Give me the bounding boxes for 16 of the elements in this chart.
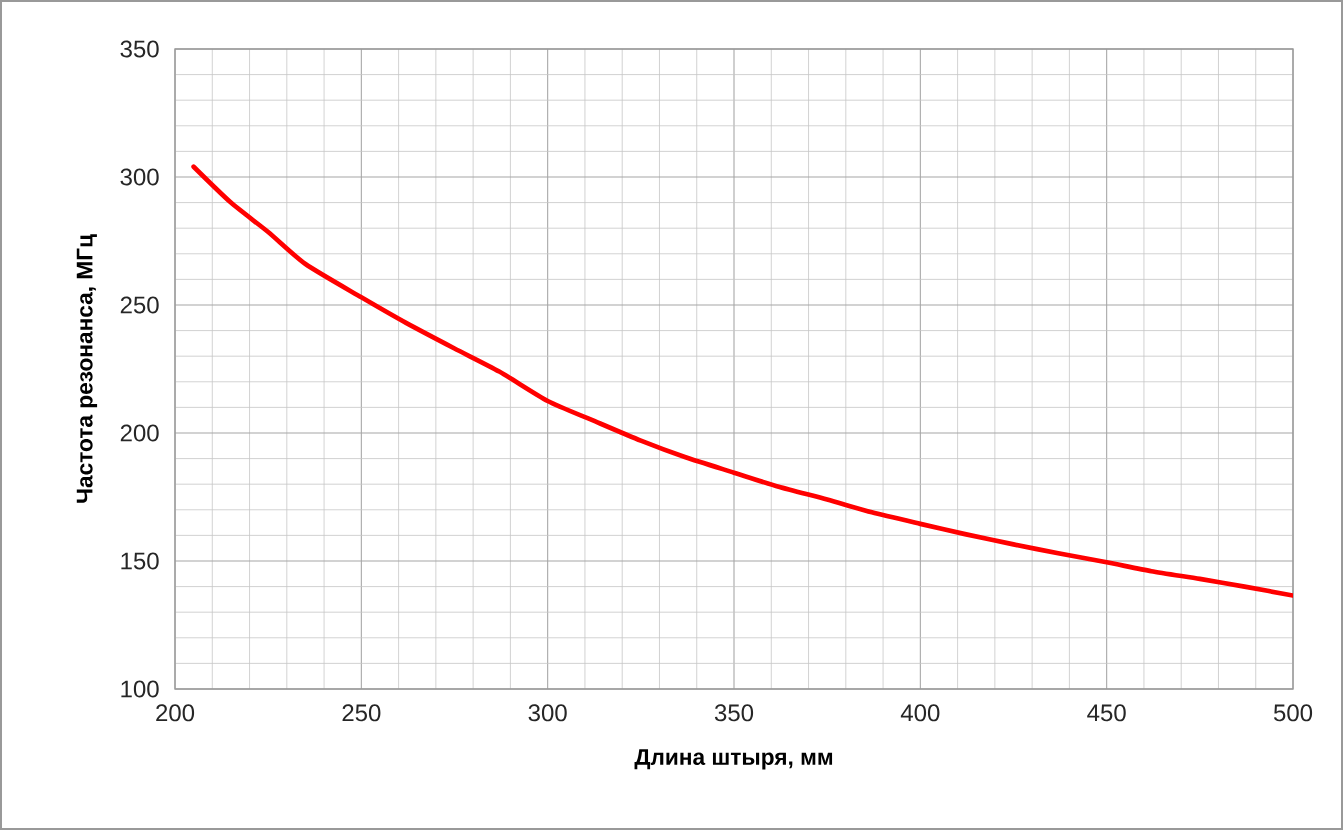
x-tick-label: 250 — [342, 704, 381, 722]
x-tick-label: 300 — [528, 704, 567, 722]
y-tick-label: 300 — [120, 168, 159, 186]
x-tick-label: 350 — [714, 704, 754, 722]
x-tick-label: 500 — [1273, 704, 1313, 722]
x-tick-label: 400 — [900, 704, 940, 722]
y-tick-label: 150 — [121, 552, 159, 570]
x-tick-label: 200 — [156, 704, 195, 722]
y-tick-label: 350 — [120, 40, 159, 58]
y-tick-label: 100 — [121, 680, 159, 698]
y-tick-label: 200 — [120, 424, 159, 442]
x-tick-label: 450 — [1087, 704, 1126, 722]
y-tick-label: 250 — [120, 296, 159, 314]
line-series — [191, 164, 1293, 598]
x-axis-title: Длина штыря, мм — [634, 749, 833, 770]
y-axis-title: Частота резонанса, МГц — [76, 234, 98, 503]
